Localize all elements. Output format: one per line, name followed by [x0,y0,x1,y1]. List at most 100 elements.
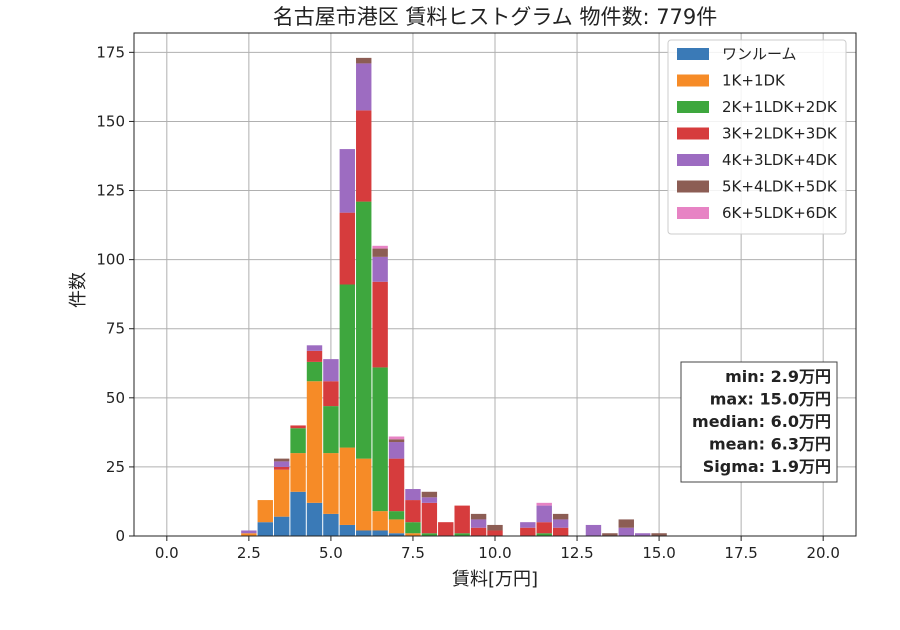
bar-segment [470,527,487,536]
bar-segment [634,533,651,536]
y-tick-label: 125 [96,182,125,200]
bar-segment [438,522,454,536]
bar-segment [552,527,569,536]
bar-segment [372,530,388,536]
bar-segment [388,439,405,443]
bar-segment [356,530,372,536]
bar-segment [421,502,438,534]
bar-segment [356,63,372,111]
bar-segment [241,530,257,534]
legend-swatch [677,180,709,193]
chart-title: 名古屋市港区 賃料ヒストグラム 物件数: 779件 [273,5,718,29]
x-tick-label: 12.5 [560,544,593,562]
bar-segment [536,533,552,536]
bar-segment [290,491,306,536]
bar-segment [356,110,372,202]
x-axis-label: 賃料[万円] [452,569,538,590]
bar-segment [388,458,405,512]
bar-segment [388,511,405,520]
bar-segment [323,513,339,536]
stats-line: min: 2.9万円 [725,367,831,386]
stats-line: max: 15.0万円 [710,390,831,409]
stats-box-frame [680,361,838,483]
bar-segment [273,458,290,462]
legend-swatch [677,101,709,113]
bar-segment [536,502,552,506]
x-tick-label: 2.5 [237,544,261,562]
y-axis-label: 件数 [68,272,89,308]
bar-segment [372,248,388,257]
legend-label: 4K+3LDK+4DK [722,151,838,169]
bar-segment [306,381,323,503]
bars [241,57,667,536]
bar-segment [273,461,290,467]
bar-segment [388,533,405,536]
y-tick-label: 175 [96,43,125,61]
bar-segment [356,201,372,459]
bar-segment [405,522,421,534]
x-tick-label: 10.0 [478,544,511,562]
bar-segment [257,522,273,536]
legend-swatch [677,154,709,166]
stats-line: median: 6.0万円 [692,412,831,431]
bar-segment [520,522,536,528]
bar-segment [273,516,290,536]
stats-box: min: 2.9万円 max: 15.0万円 median: 6.0万円 mean: … [680,361,838,483]
bar-segment [651,533,667,536]
legend: ワンルーム 1K+1DK 2K+1LDK+2DK 3K+2LDK+3DK 4K+3LDK… [667,39,847,235]
bar-segment [339,447,356,525]
stats-line: mean: 6.3万円 [709,435,831,454]
bar-segment [339,149,356,213]
bar-segment [618,519,634,528]
bar-segment [241,533,257,536]
bar-segment [388,436,405,440]
bar-segment [487,524,503,531]
x-tick-label: 17.5 [724,544,757,562]
bar-segment [405,489,421,501]
bar-segment [388,519,405,534]
y-tick-label: 50 [106,389,125,407]
bar-segment [405,533,421,536]
y-axis-ticks: 0 25 50 75 100 125 150 175 [96,43,134,545]
bar-segment [388,442,405,459]
bar-segment [372,367,388,512]
legend-swatch [677,127,709,140]
bar-segment [487,530,503,536]
bar-segment [536,522,552,534]
y-tick-label: 25 [106,458,125,476]
bar-segment [372,245,388,249]
bar-segment [323,453,339,514]
bar-segment [372,511,388,531]
bar-segment [306,502,323,536]
bar-segment [306,350,323,362]
bar-segment [454,505,470,534]
bar-segment [421,491,438,498]
legend-swatch [677,207,709,219]
legend-label: 3K+2LDK+3DK [722,125,838,143]
bar-segment [323,381,339,407]
legend-label: 6K+5LDK+6DK [722,204,838,222]
bar-segment [290,428,306,454]
bar-segment [618,527,634,536]
x-tick-label: 15.0 [642,544,675,562]
x-tick-label: 5.0 [319,544,343,562]
bar-segment [306,345,323,351]
bar-segment [273,469,290,517]
bar-segment [536,505,552,523]
legend-label: ワンルーム [722,45,797,63]
bar-segment [323,406,339,454]
bar-segment [470,519,487,528]
bar-segment [273,466,290,470]
x-tick-label: 20.0 [806,544,839,562]
bar-segment [520,527,536,536]
y-tick-label: 0 [115,527,125,545]
y-tick-label: 100 [96,251,125,269]
bar-segment [323,359,339,382]
bar-segment [552,519,569,528]
bar-segment [405,500,421,523]
legend-label: 5K+4LDK+5DK [722,178,838,196]
legend-label: 1K+1DK [722,72,786,90]
y-tick-label: 150 [96,112,125,130]
bar-segment [290,425,306,429]
bar-segment [421,497,438,503]
